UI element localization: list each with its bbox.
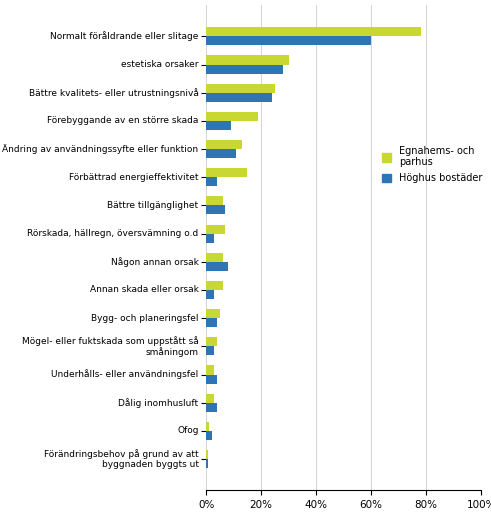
Bar: [206, 375, 217, 384]
Bar: [206, 206, 225, 214]
Bar: [206, 149, 237, 158]
Bar: [206, 253, 223, 262]
Bar: [206, 233, 215, 242]
Legend: Egnahems- och
parhus, Höghus bostäder: Egnahems- och parhus, Höghus bostäder: [382, 146, 483, 183]
Bar: [206, 403, 217, 412]
Bar: [206, 459, 208, 468]
Bar: [206, 422, 209, 431]
Bar: [206, 450, 208, 459]
Bar: [206, 318, 217, 327]
Bar: [206, 262, 228, 271]
Bar: [206, 225, 225, 233]
Bar: [206, 337, 217, 346]
Bar: [206, 290, 215, 299]
Bar: [206, 281, 223, 290]
Bar: [206, 197, 223, 206]
Bar: [206, 27, 421, 36]
Bar: [206, 394, 215, 403]
Bar: [206, 309, 220, 318]
Bar: [206, 431, 212, 440]
Bar: [206, 84, 275, 93]
Bar: [206, 140, 242, 149]
Bar: [206, 366, 215, 375]
Bar: [206, 168, 247, 177]
Bar: [206, 55, 289, 64]
Bar: [206, 177, 217, 186]
Bar: [206, 36, 371, 45]
Bar: [206, 121, 231, 130]
Bar: [206, 346, 215, 355]
Bar: [206, 112, 258, 121]
Bar: [206, 64, 283, 74]
Bar: [206, 93, 272, 102]
